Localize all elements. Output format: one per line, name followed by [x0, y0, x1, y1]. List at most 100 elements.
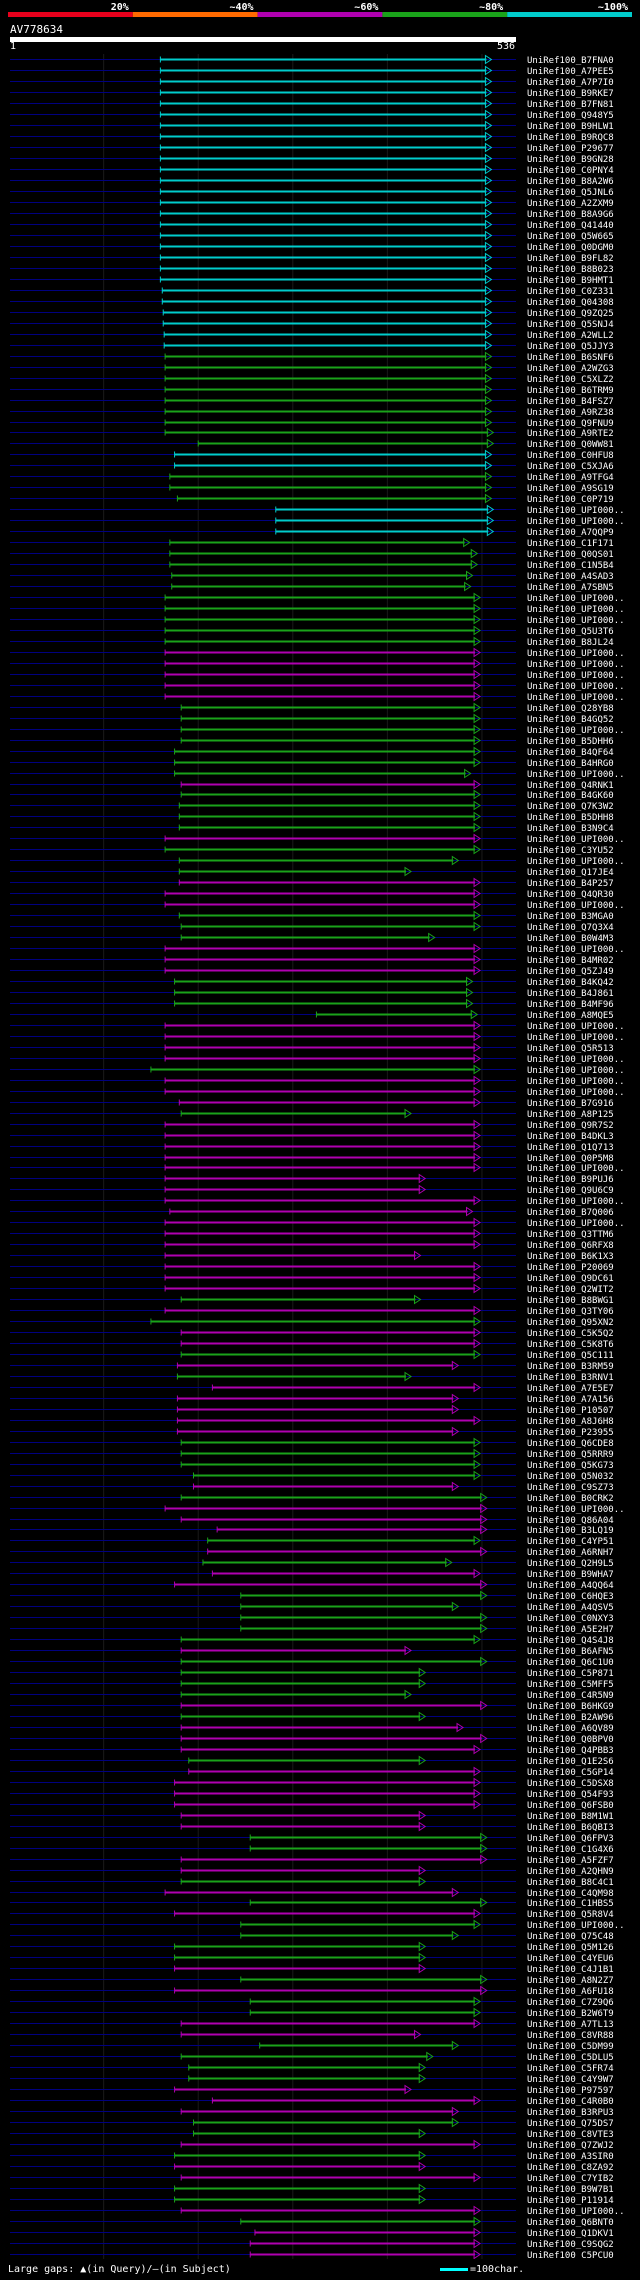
hit-label[interactable]: UniRef100_Q1Q713 — [527, 1143, 614, 1153]
hit-label[interactable]: UniRef100_UPI000.. — [527, 945, 625, 955]
hit-label[interactable]: UniRef100_A7P7I0 — [527, 78, 614, 88]
hit-label[interactable]: UniRef100_Q17JE4 — [527, 868, 614, 878]
hit-label[interactable]: UniRef100_UPI000.. — [527, 616, 625, 626]
hit-label[interactable]: UniRef100_Q5M126 — [527, 1943, 614, 1953]
hit-label[interactable]: UniRef100_A6RNH7 — [527, 1548, 614, 1558]
hit-label[interactable]: UniRef100_UPI000.. — [527, 857, 625, 867]
hit-label[interactable]: UniRef100_A2WLL2 — [527, 331, 614, 341]
hit-label[interactable]: UniRef100_Q6C1U0 — [527, 1658, 614, 1668]
hit-label[interactable]: UniRef100_Q5JNL6 — [527, 188, 614, 198]
hit-label[interactable]: UniRef100_C1HBS5 — [527, 1899, 614, 1909]
hit-label[interactable]: UniRef100_B8BWG1 — [527, 1296, 614, 1306]
hit-label[interactable]: UniRef100_A7TL13 — [527, 2020, 614, 2030]
hit-label[interactable]: UniRef100_Q41440 — [527, 221, 614, 231]
hit-label[interactable]: UniRef100_B2W6T9 — [527, 2009, 614, 2019]
hit-label[interactable]: UniRef100_UPI000.. — [527, 1022, 625, 1032]
hit-label[interactable]: UniRef100_Q0P5M8 — [527, 1154, 614, 1164]
hit-label[interactable]: UniRef100_UPI000.. — [527, 726, 625, 736]
hit-label[interactable]: UniRef100_B6TRM9 — [527, 386, 614, 396]
hit-label[interactable]: UniRef100_A5FZF7 — [527, 1856, 614, 1866]
hit-label[interactable]: UniRef100_C7Z9Q6 — [527, 1998, 614, 2008]
hit-label[interactable]: UniRef100_UPI000.. — [527, 649, 625, 659]
hit-label[interactable]: UniRef100_B8B023 — [527, 265, 614, 275]
hit-label[interactable]: UniRef100_B0CRK2 — [527, 1494, 614, 1504]
hit-label[interactable]: UniRef100_B7FNA0 — [527, 56, 614, 66]
hit-label[interactable]: UniRef100_B4P257 — [527, 879, 614, 889]
hit-label[interactable]: UniRef100_A2ZXM9 — [527, 199, 614, 209]
hit-label[interactable]: UniRef100_C5DLU5 — [527, 2053, 614, 2063]
hit-label[interactable]: UniRef100_C5DSX8 — [527, 1779, 614, 1789]
hit-label[interactable]: UniRef100_B3LQ19 — [527, 1526, 614, 1536]
hit-label[interactable]: UniRef100_P97597 — [527, 2086, 614, 2096]
hit-label[interactable]: UniRef100_A3SIR0 — [527, 2152, 614, 2162]
hit-label[interactable]: UniRef100_Q75C48 — [527, 1932, 614, 1942]
hit-label[interactable]: UniRef100_C0NXY3 — [527, 1614, 614, 1624]
hit-label[interactable]: UniRef100_Q7Q3X4 — [527, 923, 614, 933]
hit-label[interactable]: UniRef100_A9RZ38 — [527, 408, 614, 418]
hit-label[interactable]: UniRef100_C0HFU8 — [527, 451, 614, 461]
hit-label[interactable]: UniRef100_C4J1B1 — [527, 1965, 614, 1975]
hit-label[interactable]: UniRef100_Q4QR30 — [527, 890, 614, 900]
hit-label[interactable]: UniRef100_Q9R7S2 — [527, 1121, 614, 1131]
hit-label[interactable]: UniRef100_B8A9G6 — [527, 210, 614, 220]
hit-label[interactable]: UniRef100_A6FU18 — [527, 1987, 614, 1997]
hit-label[interactable]: UniRef100_C5MFF5 — [527, 1680, 614, 1690]
hit-label[interactable]: UniRef100_B4GK60 — [527, 791, 614, 801]
hit-label[interactable]: UniRef100_UPI000.. — [527, 693, 625, 703]
hit-label[interactable]: UniRef100_Q3TY06 — [527, 1307, 614, 1317]
hit-label[interactable]: UniRef100_UPI000.. — [527, 1505, 625, 1515]
hit-label[interactable]: UniRef100_Q95XN2 — [527, 1318, 614, 1328]
hit-label[interactable]: UniRef100_C4YEU6 — [527, 1954, 614, 1964]
hit-label[interactable]: UniRef100_B7Q006 — [527, 1208, 614, 1218]
hit-label[interactable]: UniRef100_Q75DS7 — [527, 2119, 614, 2129]
hit-label[interactable]: UniRef100_Q6BNT0 — [527, 2218, 614, 2228]
hit-label[interactable]: UniRef100_B3N9C4 — [527, 824, 614, 834]
hit-label[interactable]: UniRef100_A7SBN5 — [527, 583, 614, 593]
hit-label[interactable]: UniRef100_Q5KG73 — [527, 1461, 614, 1471]
hit-label[interactable]: UniRef100_B9HLW1 — [527, 122, 614, 132]
hit-label[interactable]: UniRef100_C4Y9W7 — [527, 2075, 614, 2085]
hit-label[interactable]: UniRef100_Q3TTM6 — [527, 1230, 614, 1240]
hit-label[interactable]: UniRef100_B4MR02 — [527, 956, 614, 966]
hit-label[interactable]: UniRef100_B4KQ42 — [527, 978, 614, 988]
hit-label[interactable]: UniRef100_UPI000.. — [527, 1088, 625, 1098]
hit-label[interactable]: UniRef100_A8N2Z7 — [527, 1976, 614, 1986]
hit-label[interactable]: UniRef100_A8J6H8 — [527, 1417, 614, 1427]
hit-label[interactable]: UniRef100_Q0DGM0 — [527, 243, 614, 253]
hit-label[interactable]: UniRef100_Q6RFX8 — [527, 1241, 614, 1251]
hit-label[interactable]: UniRef100_C5FR74 — [527, 2064, 614, 2074]
hit-label[interactable]: UniRef100_B9RQC8 — [527, 133, 614, 143]
hit-label[interactable]: UniRef100_Q6FPV3 — [527, 1834, 614, 1844]
hit-label[interactable]: UniRef100_UPI000.. — [527, 1219, 625, 1229]
hit-label[interactable]: UniRef100_B9W7B1 — [527, 2185, 614, 2195]
hit-label[interactable]: UniRef100_UPI000.. — [527, 660, 625, 670]
hit-label[interactable]: UniRef100_B6HKG9 — [527, 1702, 614, 1712]
hit-label[interactable]: UniRef100_B9FL82 — [527, 254, 614, 264]
hit-label[interactable]: UniRef100_B4QF64 — [527, 748, 614, 758]
hit-label[interactable]: UniRef100_P29677 — [527, 144, 614, 154]
hit-label[interactable]: UniRef100_C5PCU0 — [527, 2251, 614, 2259]
hit-label[interactable]: UniRef100_C7YIB2 — [527, 2174, 614, 2184]
hit-label[interactable]: UniRef100_UPI000.. — [527, 1066, 625, 1076]
hit-label[interactable]: UniRef100_A7PEE5 — [527, 67, 614, 77]
hit-label[interactable]: UniRef100_UPI000.. — [527, 901, 625, 911]
hit-label[interactable]: UniRef100_P11914 — [527, 2196, 614, 2206]
hit-label[interactable]: UniRef100_A4QQ64 — [527, 1581, 614, 1591]
hit-label[interactable]: UniRef100_B9GN28 — [527, 155, 614, 165]
hit-label[interactable]: UniRef100_A9TFG4 — [527, 473, 614, 483]
hit-label[interactable]: UniRef100_A2QHN9 — [527, 1867, 614, 1877]
hit-label[interactable]: UniRef100_Q54F93 — [527, 1790, 614, 1800]
hit-label[interactable]: UniRef100_C0P719 — [527, 495, 614, 505]
hit-label[interactable]: UniRef100_C5K5Q2 — [527, 1329, 614, 1339]
hit-label[interactable]: UniRef100_Q9FNU9 — [527, 419, 614, 429]
hit-label[interactable]: UniRef100_UPI000.. — [527, 517, 625, 527]
hit-label[interactable]: UniRef100_Q5RRR9 — [527, 1450, 614, 1460]
hit-label[interactable]: UniRef100_Q0BPV0 — [527, 1735, 614, 1745]
hit-label[interactable]: UniRef100_Q5C111 — [527, 1351, 614, 1361]
hit-label[interactable]: UniRef100_B3RPU3 — [527, 2108, 614, 2118]
hit-label[interactable]: UniRef100_A4SAD3 — [527, 572, 614, 582]
hit-label[interactable]: UniRef100_Q6CDE8 — [527, 1439, 614, 1449]
hit-label[interactable]: UniRef100_UPI000.. — [527, 594, 625, 604]
hit-label[interactable]: UniRef100_B4FSZ7 — [527, 397, 614, 407]
hit-label[interactable]: UniRef100_C1N5B4 — [527, 561, 614, 571]
